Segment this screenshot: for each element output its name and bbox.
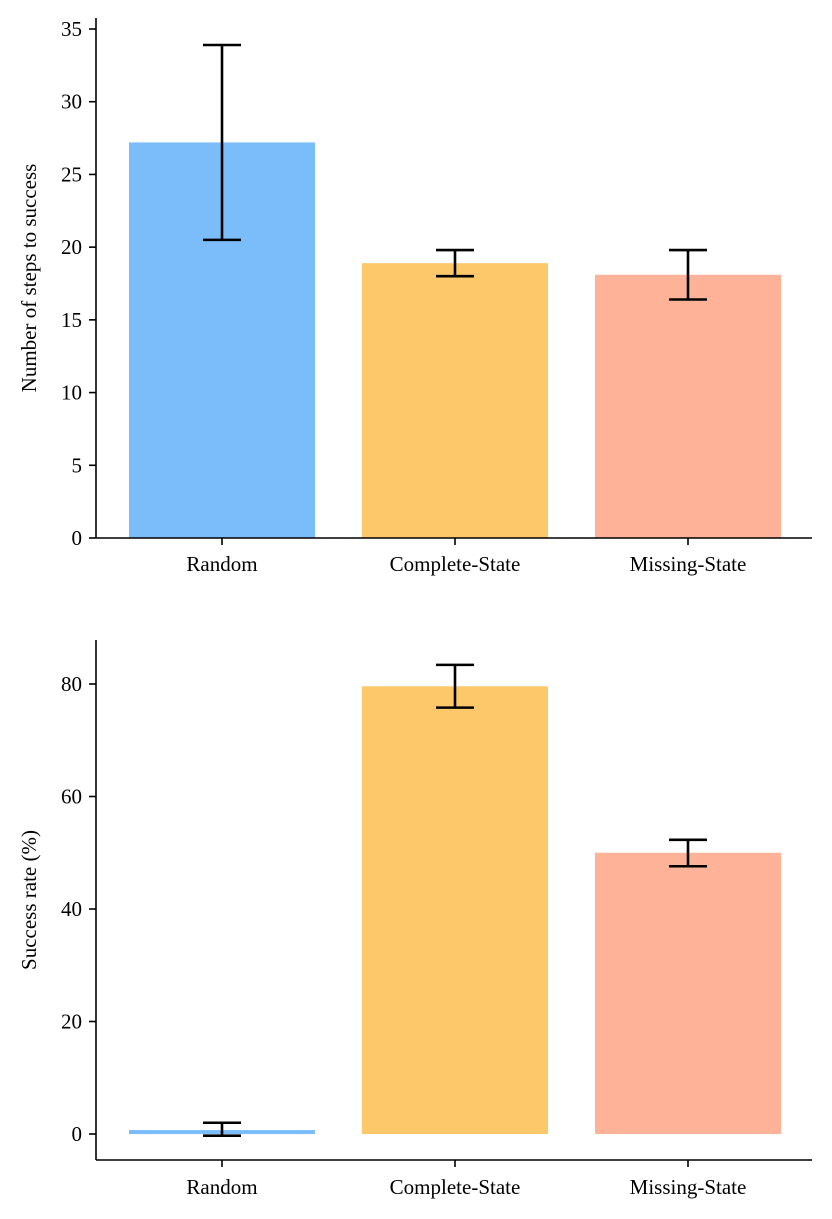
y-tick-label: 40 [61,897,82,921]
x-tick-label: Complete-State [390,552,521,576]
x-ticks: Random Complete-State Missing-State [186,538,746,576]
bar-complete-state [362,263,548,538]
error-bars [203,43,707,301]
y-tick-label: 35 [61,17,82,41]
error-bars [203,663,707,1137]
success-rate-chart: Success rate (%) 0 20 40 60 80 Random Complet… [17,640,812,1199]
y-tick-label: 60 [61,785,82,809]
y-axis-label: Success rate (%) [17,830,41,970]
y-tick-label: 0 [72,526,83,550]
bar-complete-state [362,686,548,1134]
x-tick-label: Random [186,552,257,576]
y-tick-label: 80 [61,672,82,696]
bars [129,142,781,539]
y-tick-label: 10 [61,381,82,405]
y-tick-label: 25 [61,162,82,186]
bar-missing-state [595,852,781,1134]
y-tick-label: 20 [61,1010,82,1034]
y-axis-label: Number of steps to success [17,164,41,393]
y-tick-label: 20 [61,235,82,259]
x-tick-label: Missing-State [630,1175,747,1199]
x-tick-label: Missing-State [630,552,747,576]
x-tick-label: Complete-State [390,1175,521,1199]
y-ticks: 0 20 40 60 80 [61,672,96,1146]
x-tick-label: Random [186,1175,257,1199]
x-ticks: Random Complete-State Missing-State [186,1160,746,1199]
y-tick-label: 30 [61,90,82,114]
y-tick-label: 0 [72,1122,83,1146]
bar-missing-state [595,274,781,538]
y-tick-label: 15 [61,308,82,332]
y-tick-label: 5 [72,453,83,477]
steps-chart: Number of steps to success 0 5 10 15 20 25 30 3… [17,17,812,576]
y-ticks: 0 5 10 15 20 25 30 35 [61,17,96,550]
bars [129,686,781,1135]
